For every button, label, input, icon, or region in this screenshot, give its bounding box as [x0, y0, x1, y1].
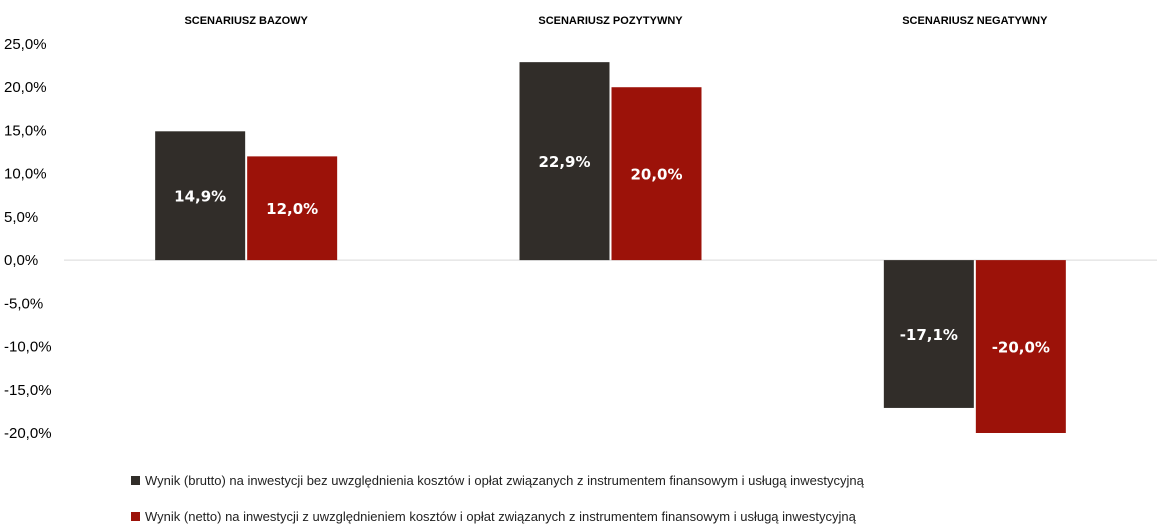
y-tick-label: 10,0%: [4, 166, 47, 183]
y-tick-label: -20,0%: [4, 425, 52, 442]
bar-netto: [247, 156, 338, 261]
data-label: 22,9%: [538, 153, 590, 171]
data-label: 20,0%: [630, 166, 682, 184]
scenario-label: SCENARIUSZ BAZOWY: [184, 15, 308, 27]
y-axis-ticks: 25,0% 20,0% 15,0% 10,0% 5,0% 0,0% -5,0% -10,0% -…: [4, 36, 52, 442]
y-tick-label: -5,0%: [4, 295, 43, 312]
y-tick-label: 25,0%: [4, 36, 47, 53]
legend-swatch-brutto: [131, 476, 140, 485]
bar-brutto: [883, 260, 974, 408]
y-tick-label: 5,0%: [4, 209, 38, 226]
bar-brutto: [519, 62, 610, 261]
bar-netto: [611, 87, 702, 261]
bar-brutto: [155, 131, 246, 261]
legend-label-netto: Wynik (netto) na inwestycji z uwzględnie…: [145, 509, 856, 524]
legend-item-brutto: Wynik (brutto) na inwestycji bez uwzględ…: [131, 473, 864, 488]
y-tick-label: 0,0%: [4, 252, 38, 269]
bar-netto: [975, 260, 1066, 433]
y-tick-label: 15,0%: [4, 122, 47, 139]
data-label: -20,0%: [992, 339, 1050, 357]
y-tick-label: -10,0%: [4, 339, 52, 356]
data-label: 14,9%: [174, 188, 226, 206]
bars: 14,9% 12,0% 22,9% 20,0% -17,1% -20,0%: [155, 62, 1066, 433]
y-tick-label: 20,0%: [4, 79, 47, 96]
scenario-label: SCENARIUSZ NEGATYWNY: [902, 15, 1048, 27]
data-label: -17,1%: [900, 326, 958, 344]
scenario-label: SCENARIUSZ POZYTYWNY: [538, 15, 683, 27]
legend-label-brutto: Wynik (brutto) na inwestycji bez uwzględ…: [145, 473, 864, 488]
data-label: 12,0%: [266, 200, 318, 218]
legend-swatch-netto: [131, 512, 140, 521]
y-tick-label: -15,0%: [4, 382, 52, 399]
legend-item-netto: Wynik (netto) na inwestycji z uwzględnie…: [131, 509, 856, 524]
scenario-labels: SCENARIUSZ BAZOWY SCENARIUSZ POZYTYWNY SCE…: [184, 15, 1048, 27]
